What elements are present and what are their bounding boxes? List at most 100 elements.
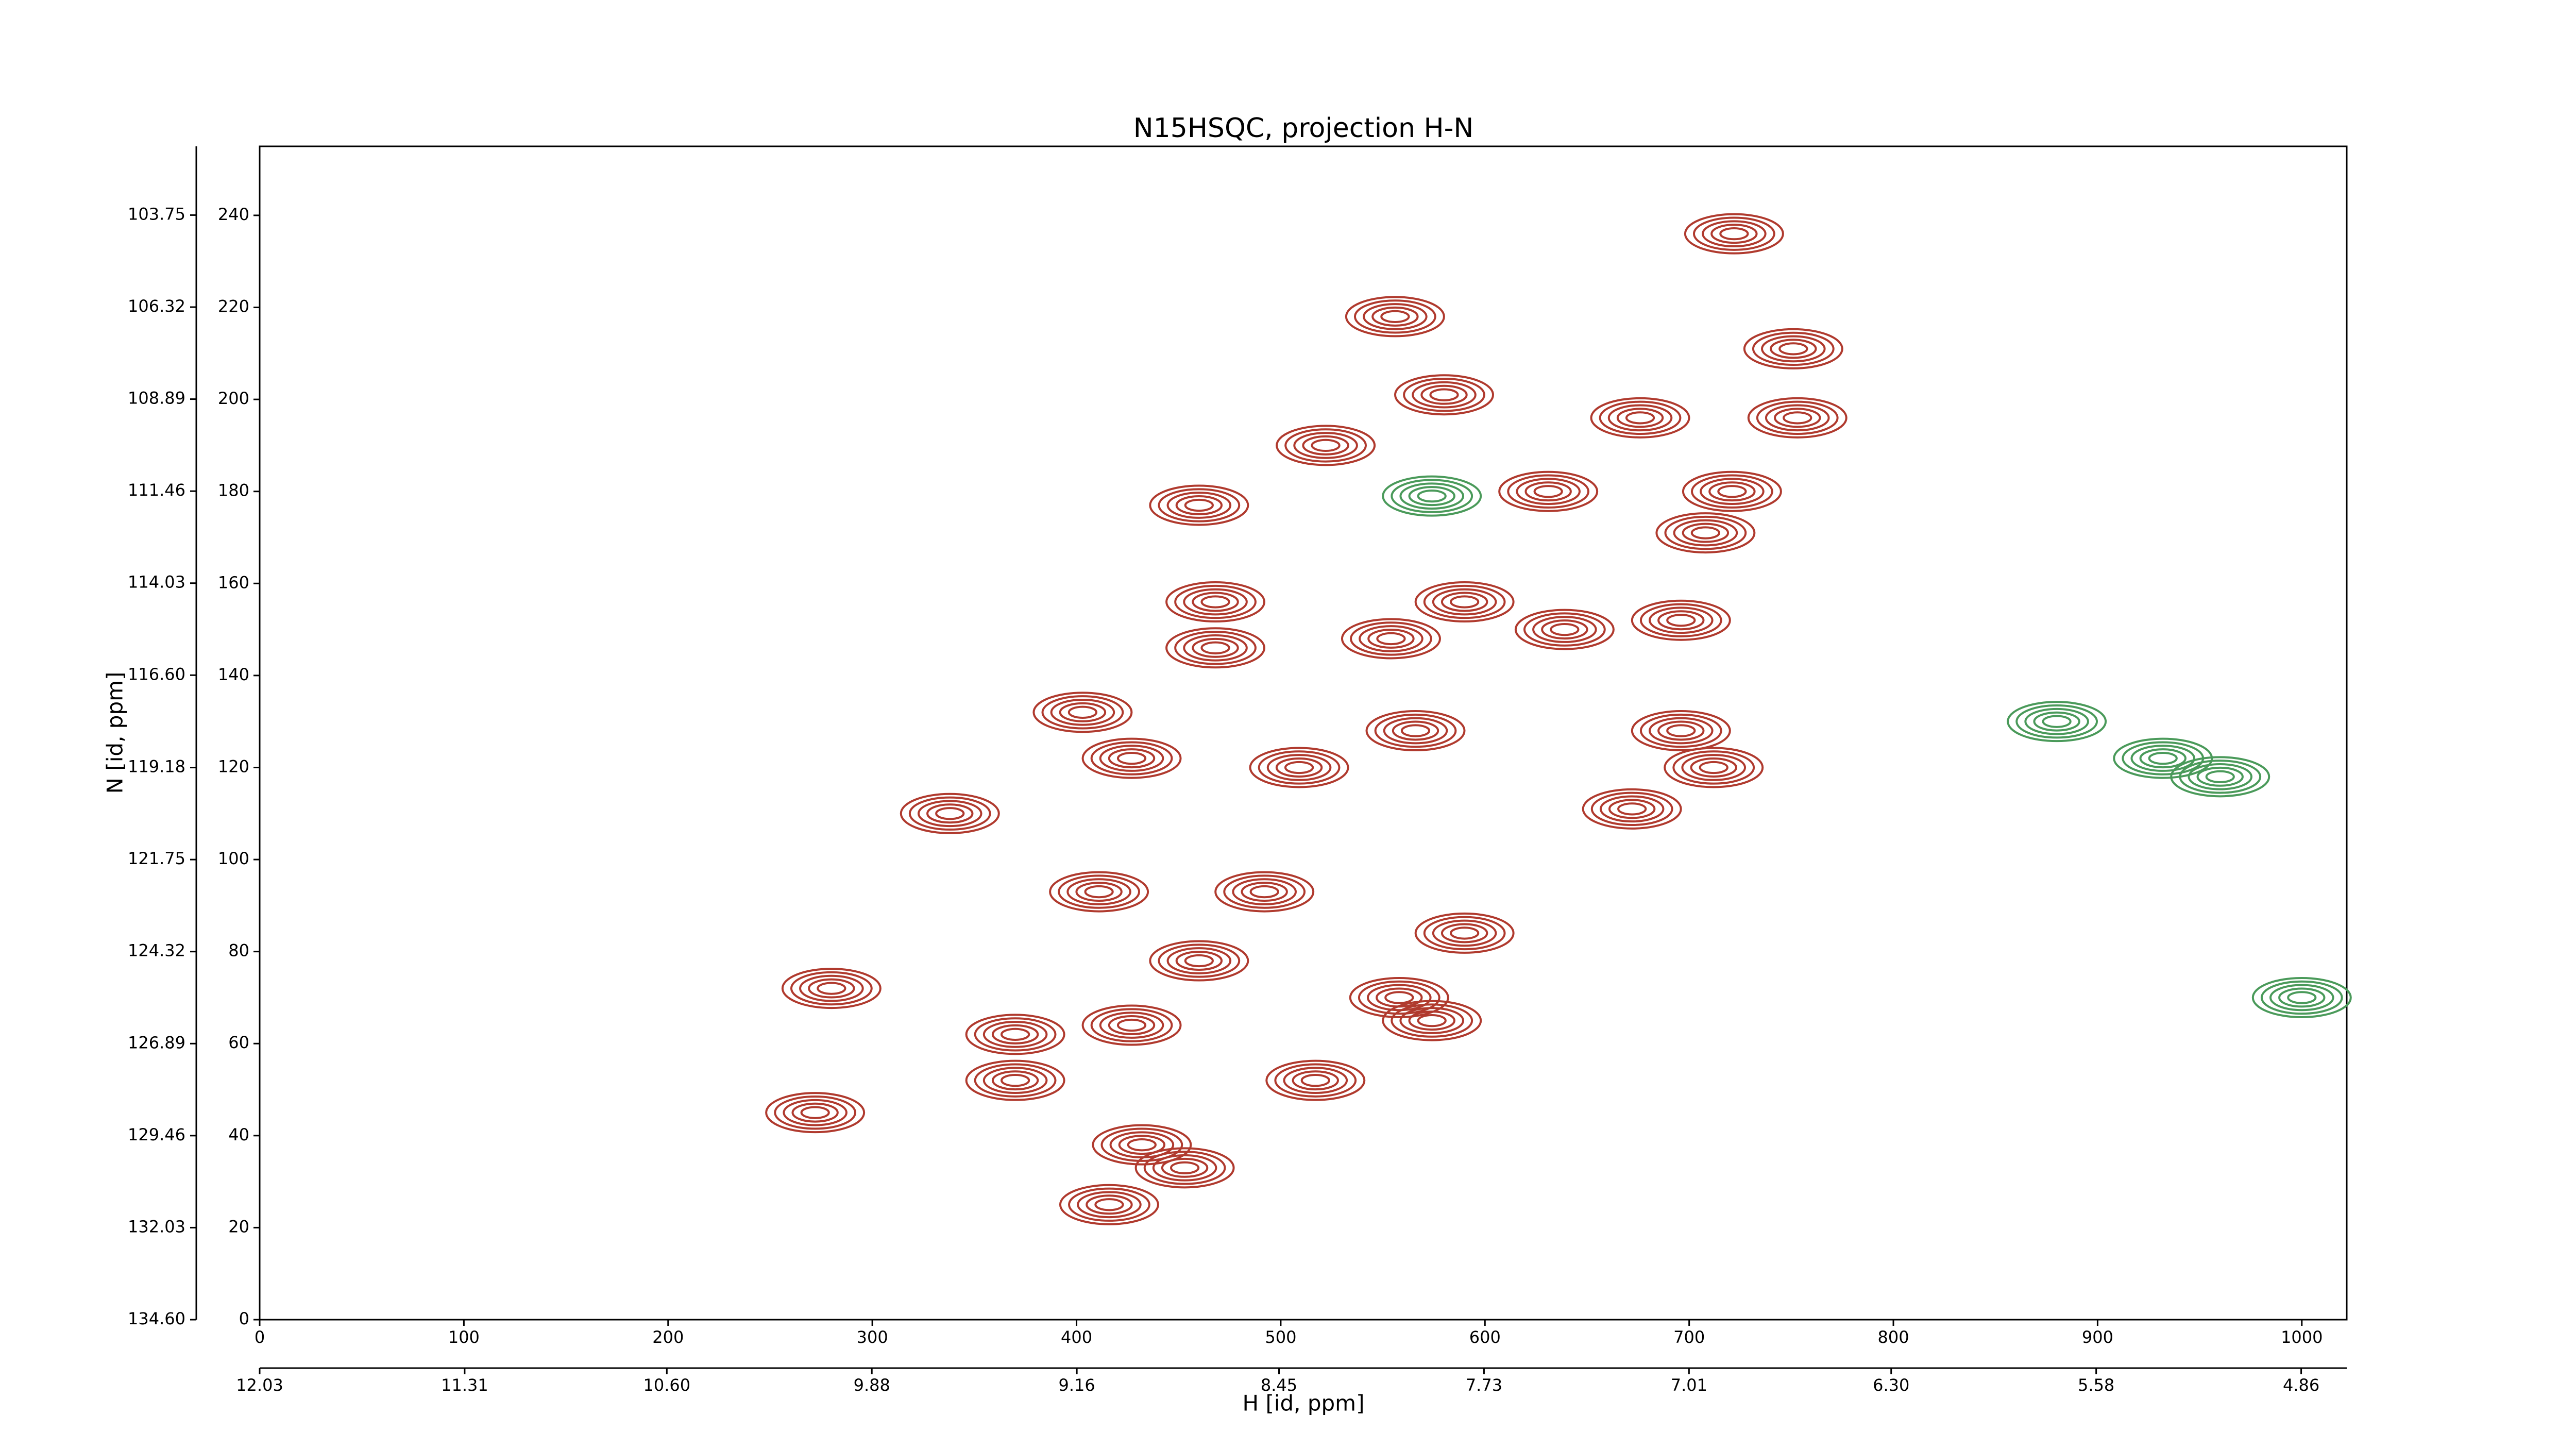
peak-contour (965, 1014, 1065, 1055)
peak-contour-ring (1649, 717, 1714, 745)
peak (1032, 692, 1133, 733)
peak-contour (1498, 470, 1599, 512)
x2-tick-label: 10.60 (643, 1375, 690, 1395)
peak-contour-ring (1143, 1151, 1226, 1185)
peak-contour (1394, 374, 1495, 416)
peak (1394, 374, 1495, 416)
peak-contour-ring (974, 1063, 1057, 1098)
peak-contour-ring (1765, 404, 1830, 432)
peak-contour-ring (1717, 485, 1747, 498)
peak-contour-ring (1152, 1154, 1217, 1182)
x2-tick-label: 8.45 (1261, 1375, 1297, 1395)
peak-contour-ring (1166, 947, 1232, 974)
peak-contour-ring (1090, 1008, 1173, 1042)
peak-contour (1081, 737, 1182, 779)
x-tick-label: 600 (1469, 1327, 1501, 1347)
peak-contour-ring (1533, 485, 1563, 498)
x-tick-label: 700 (1673, 1327, 1705, 1347)
peak-contour-ring (1175, 495, 1223, 515)
peak-contour-ring (1363, 303, 1428, 330)
peak-contour-ring (1068, 1187, 1150, 1222)
peak-contour-ring (1200, 641, 1230, 654)
peak-contour-ring (1161, 1157, 1209, 1178)
y2-tick-label: 129.46 (128, 1125, 185, 1144)
peak-contour-ring (1774, 408, 1821, 428)
peak (1134, 1147, 1235, 1189)
peak-contour (1341, 618, 1441, 660)
peak-contour (1382, 1000, 1482, 1041)
peak-contour-ring (1050, 698, 1115, 726)
y-axis-title: N [id, ppm] (103, 672, 128, 794)
peak-contour-ring (982, 1067, 1048, 1094)
peak-contour-ring (1223, 874, 1306, 909)
peak (1265, 1059, 1366, 1101)
peak-contour-ring (1756, 400, 1839, 435)
y-tick-label: 80 (228, 941, 249, 961)
peak-contour-ring (1412, 381, 1477, 409)
peak-contour-ring (800, 1106, 830, 1119)
peak-contour-ring (1001, 1027, 1030, 1041)
peak-contour (1149, 940, 1249, 982)
peak-contour-ring (2015, 704, 2098, 739)
peak-contour (1276, 425, 1376, 466)
peak-contour-ring (1241, 882, 1288, 902)
peak-contour-ring (1690, 474, 1773, 509)
peak-contour-ring (1183, 634, 1248, 662)
peak-contour-ring (991, 1024, 1039, 1044)
peak-contour-ring (974, 1017, 1057, 1052)
peak-contour-ring (1376, 632, 1406, 646)
peak-contour-ring (1524, 481, 1572, 502)
peak-contour-ring (783, 1099, 848, 1126)
peak-contour-ring (1399, 1007, 1465, 1034)
peak-contour-ring (1067, 705, 1098, 719)
peak-contour (2251, 976, 2352, 1018)
peak-contour-ring (1284, 761, 1314, 774)
peak-contour (1059, 1184, 1159, 1225)
peak-contour-ring (1192, 637, 1239, 658)
peak-contour-ring (1702, 220, 1767, 247)
peak-contour (1092, 1124, 1192, 1166)
peak-contour-ring (1532, 616, 1597, 643)
peak-contour-ring (1607, 404, 1673, 432)
peak-contour (2170, 756, 2270, 798)
peak-contour (900, 793, 1000, 834)
peak-contour-ring (1284, 428, 1367, 463)
peak-contour-ring (817, 982, 846, 995)
peak-contour (1165, 581, 1266, 623)
peak (1631, 599, 1731, 641)
peak-contour-ring (1371, 306, 1419, 327)
peak-contour-ring (1690, 526, 1720, 540)
peak-contour (1134, 1147, 1235, 1189)
peak-contour-ring (1666, 724, 1696, 737)
peak-contour-ring (1420, 384, 1468, 405)
peak-contour-ring (1700, 478, 1765, 506)
peak-contour-ring (1283, 1067, 1348, 1094)
y2-tick-label: 124.32 (128, 941, 185, 961)
x-tick-label: 1000 (2281, 1327, 2323, 1347)
peak-contour-ring (1166, 492, 1232, 519)
y-tick-label: 240 (218, 205, 249, 224)
x-tick-label: 100 (448, 1327, 480, 1347)
x-tick-label: 500 (1265, 1327, 1296, 1347)
peak-contour-ring (926, 803, 974, 824)
peak-contour-ring (1116, 1018, 1147, 1032)
peak-contour-ring (808, 978, 855, 999)
peak (1081, 737, 1182, 779)
y-tick-label: 220 (218, 297, 249, 316)
peak-contour-ring (1099, 745, 1164, 772)
y-tick-label: 100 (218, 849, 249, 868)
peak-contour (1049, 871, 1149, 913)
peak-contour (1414, 581, 1515, 623)
peak-contour-ring (1174, 584, 1257, 619)
peak-contour-ring (2188, 763, 2253, 790)
peak-contour-ring (1170, 1161, 1200, 1174)
peak-contour-ring (1184, 954, 1214, 968)
plot-frame (259, 145, 2348, 1321)
y2-tick-label: 111.46 (128, 480, 185, 500)
peak-contour-ring (1311, 439, 1341, 452)
peak-contour-ring (2148, 751, 2178, 765)
peak-contour-ring (982, 1021, 1048, 1048)
peak-contour (1747, 397, 1848, 439)
y2-tick-label: 126.89 (128, 1033, 185, 1052)
